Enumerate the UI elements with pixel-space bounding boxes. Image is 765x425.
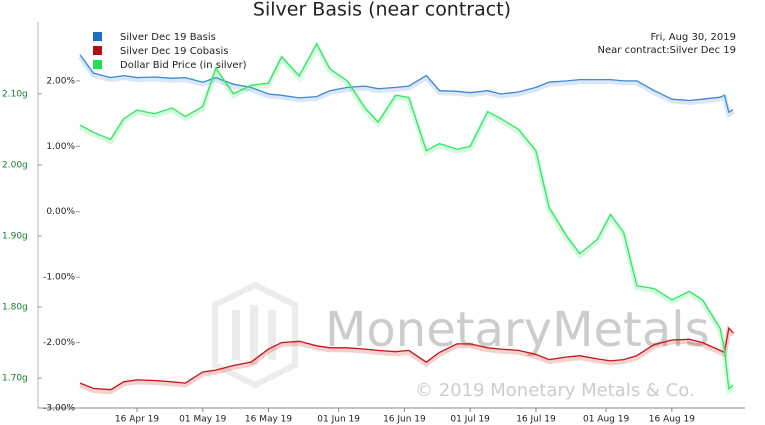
x-tick-label: 16 May 19 [245, 415, 293, 425]
series-shadow [79, 324, 736, 395]
series-shadow [78, 40, 735, 396]
legend-label: Silver Dec 19 Cobasis [120, 46, 228, 57]
y2-tick-label: 2.10g [2, 89, 28, 99]
series-line [79, 42, 734, 391]
y2-tick-label: 1.80g [2, 303, 28, 313]
watermark-logo [212, 281, 298, 389]
y-tick-label: -3.00% [43, 404, 75, 414]
y2-tick-label: 1.90g [2, 231, 28, 241]
watermark: MonetaryMetals [325, 302, 710, 358]
y-tick-label: 2.00% [46, 76, 75, 86]
x-tick-label: 16 Jul 19 [516, 415, 556, 425]
annotation: Fri, Aug 30, 2019 [650, 32, 736, 43]
y-tick-label: -2.00% [43, 338, 75, 348]
y2-tick-label: 2.00g [2, 160, 28, 170]
x-tick-label: 01 May 19 [179, 415, 227, 425]
legend-label: Dollar Bid Price (in silver) [120, 60, 247, 71]
legend-swatch [93, 46, 102, 55]
series-shadow [77, 55, 735, 119]
legend-label: Silver Dec 19 Basis [120, 32, 216, 43]
series-line [79, 54, 734, 114]
x-tick-label: 01 Aug 19 [583, 415, 629, 425]
chart-title: Silver Basis (near contract) [253, 0, 511, 21]
x-tick-label: 16 Aug 19 [649, 415, 695, 425]
x-tick-label: 01 Jul 19 [450, 415, 490, 425]
annotation: Near contract:Silver Dec 19 [598, 45, 736, 56]
series-line [79, 326, 734, 391]
y-tick-label: -1.00% [43, 273, 75, 283]
watermark-copyright: © 2019 Monetary Metals & Co. [415, 380, 695, 401]
x-tick-label: 16 Apr 19 [115, 415, 159, 425]
legend-swatch [93, 60, 102, 69]
x-tick-label: 16 Jun 19 [383, 415, 426, 425]
y-tick-label: 1.00% [46, 142, 75, 152]
x-tick-label: 01 Jun 19 [317, 415, 360, 425]
y-tick-label: 0.00% [46, 207, 75, 217]
y2-tick-label: 1.70g [2, 374, 28, 384]
legend-swatch [93, 32, 102, 41]
